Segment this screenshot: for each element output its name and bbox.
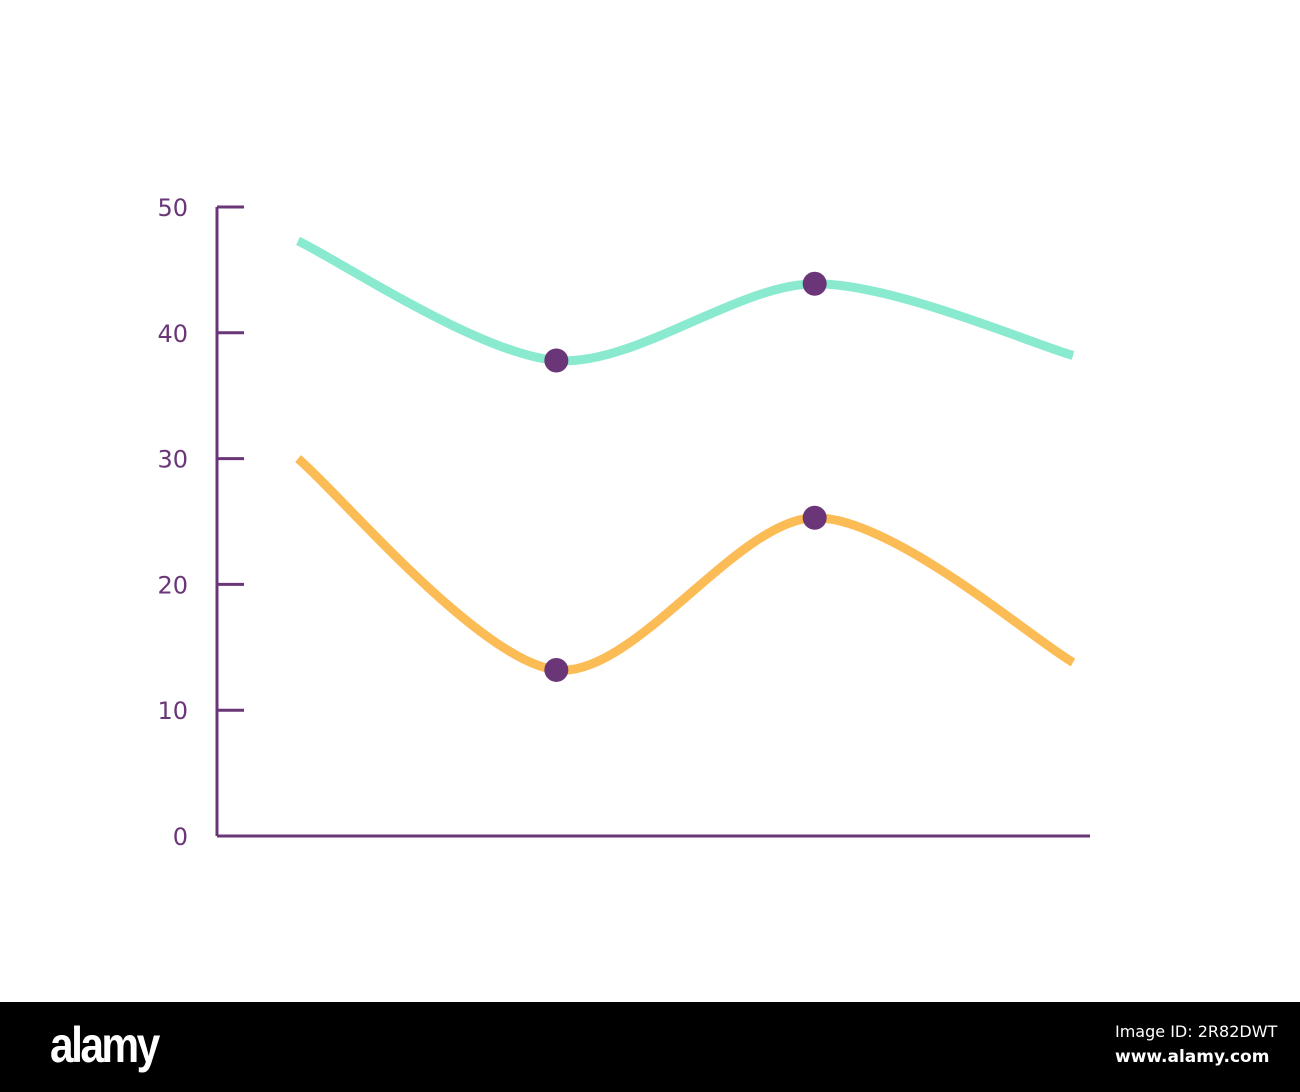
y-tick-label: 20 — [157, 571, 188, 599]
line-chart: 0 10 20 30 40 50 — [157, 194, 1090, 851]
data-point-teal — [802, 271, 827, 296]
data-point-orange — [802, 505, 827, 530]
series-line-teal — [296, 236, 1075, 366]
y-tick-label: 0 — [173, 823, 188, 851]
data-point-teal — [544, 348, 569, 373]
data-point-orange — [544, 657, 569, 682]
y-tick-label: 50 — [157, 194, 188, 222]
series-group — [295, 236, 1076, 682]
watermark-footer: alamy Image ID: 2R82DWT www.alamy.com — [0, 1002, 1300, 1092]
axes: 0 10 20 30 40 50 — [157, 194, 1090, 851]
y-tick-label: 30 — [157, 446, 188, 474]
site-url: www.alamy.com — [1115, 1047, 1270, 1067]
series-line-orange — [295, 455, 1076, 675]
alamy-logo: alamy — [50, 1017, 160, 1073]
y-tick-label: 40 — [157, 320, 188, 348]
y-tick-label: 10 — [157, 697, 188, 725]
image-id: Image ID: 2R82DWT — [1115, 1022, 1278, 1041]
